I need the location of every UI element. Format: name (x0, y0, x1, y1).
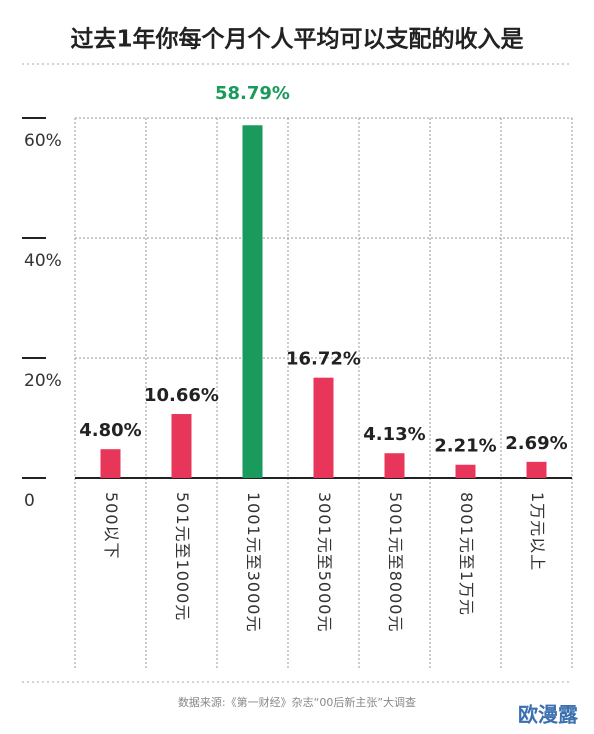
bar (384, 453, 405, 478)
value-label: 4.13% (363, 424, 425, 445)
x-tick-label: 1万元以上 (528, 492, 547, 571)
value-label: 58.79% (215, 83, 290, 104)
bar (100, 449, 121, 478)
value-label: 4.80% (79, 420, 141, 441)
bar (455, 464, 476, 478)
bar (242, 125, 263, 478)
x-tick-label: 500以下 (102, 492, 121, 560)
x-tick-label: 1001元至3000元 (244, 492, 263, 632)
source: 数据来源:《第一财经》杂志“00后新主张”大调查 (178, 695, 416, 709)
value-label: 10.66% (144, 385, 219, 406)
y-tick-label: 0 (24, 491, 35, 511)
y-tick-label: 20% (24, 371, 62, 391)
value-label: 16.72% (286, 349, 361, 370)
y-tick-label: 40% (24, 251, 62, 271)
bar (313, 377, 334, 478)
watermark: 欧漫露 (518, 703, 579, 727)
value-label: 2.21% (434, 436, 496, 457)
y-tick-label: 60% (24, 131, 62, 151)
x-tick-label: 501元至1000元 (173, 492, 192, 621)
bar (171, 414, 192, 478)
chart-title: 过去1年你每个月个人平均可以支配的收入是 (70, 26, 523, 53)
x-tick-label: 3001元至5000元 (315, 492, 334, 632)
bar (526, 461, 547, 478)
x-tick-label: 8001元至1万元 (457, 492, 476, 616)
x-tick-label: 5001元至8000元 (386, 492, 405, 632)
value-label: 2.69% (505, 433, 567, 454)
